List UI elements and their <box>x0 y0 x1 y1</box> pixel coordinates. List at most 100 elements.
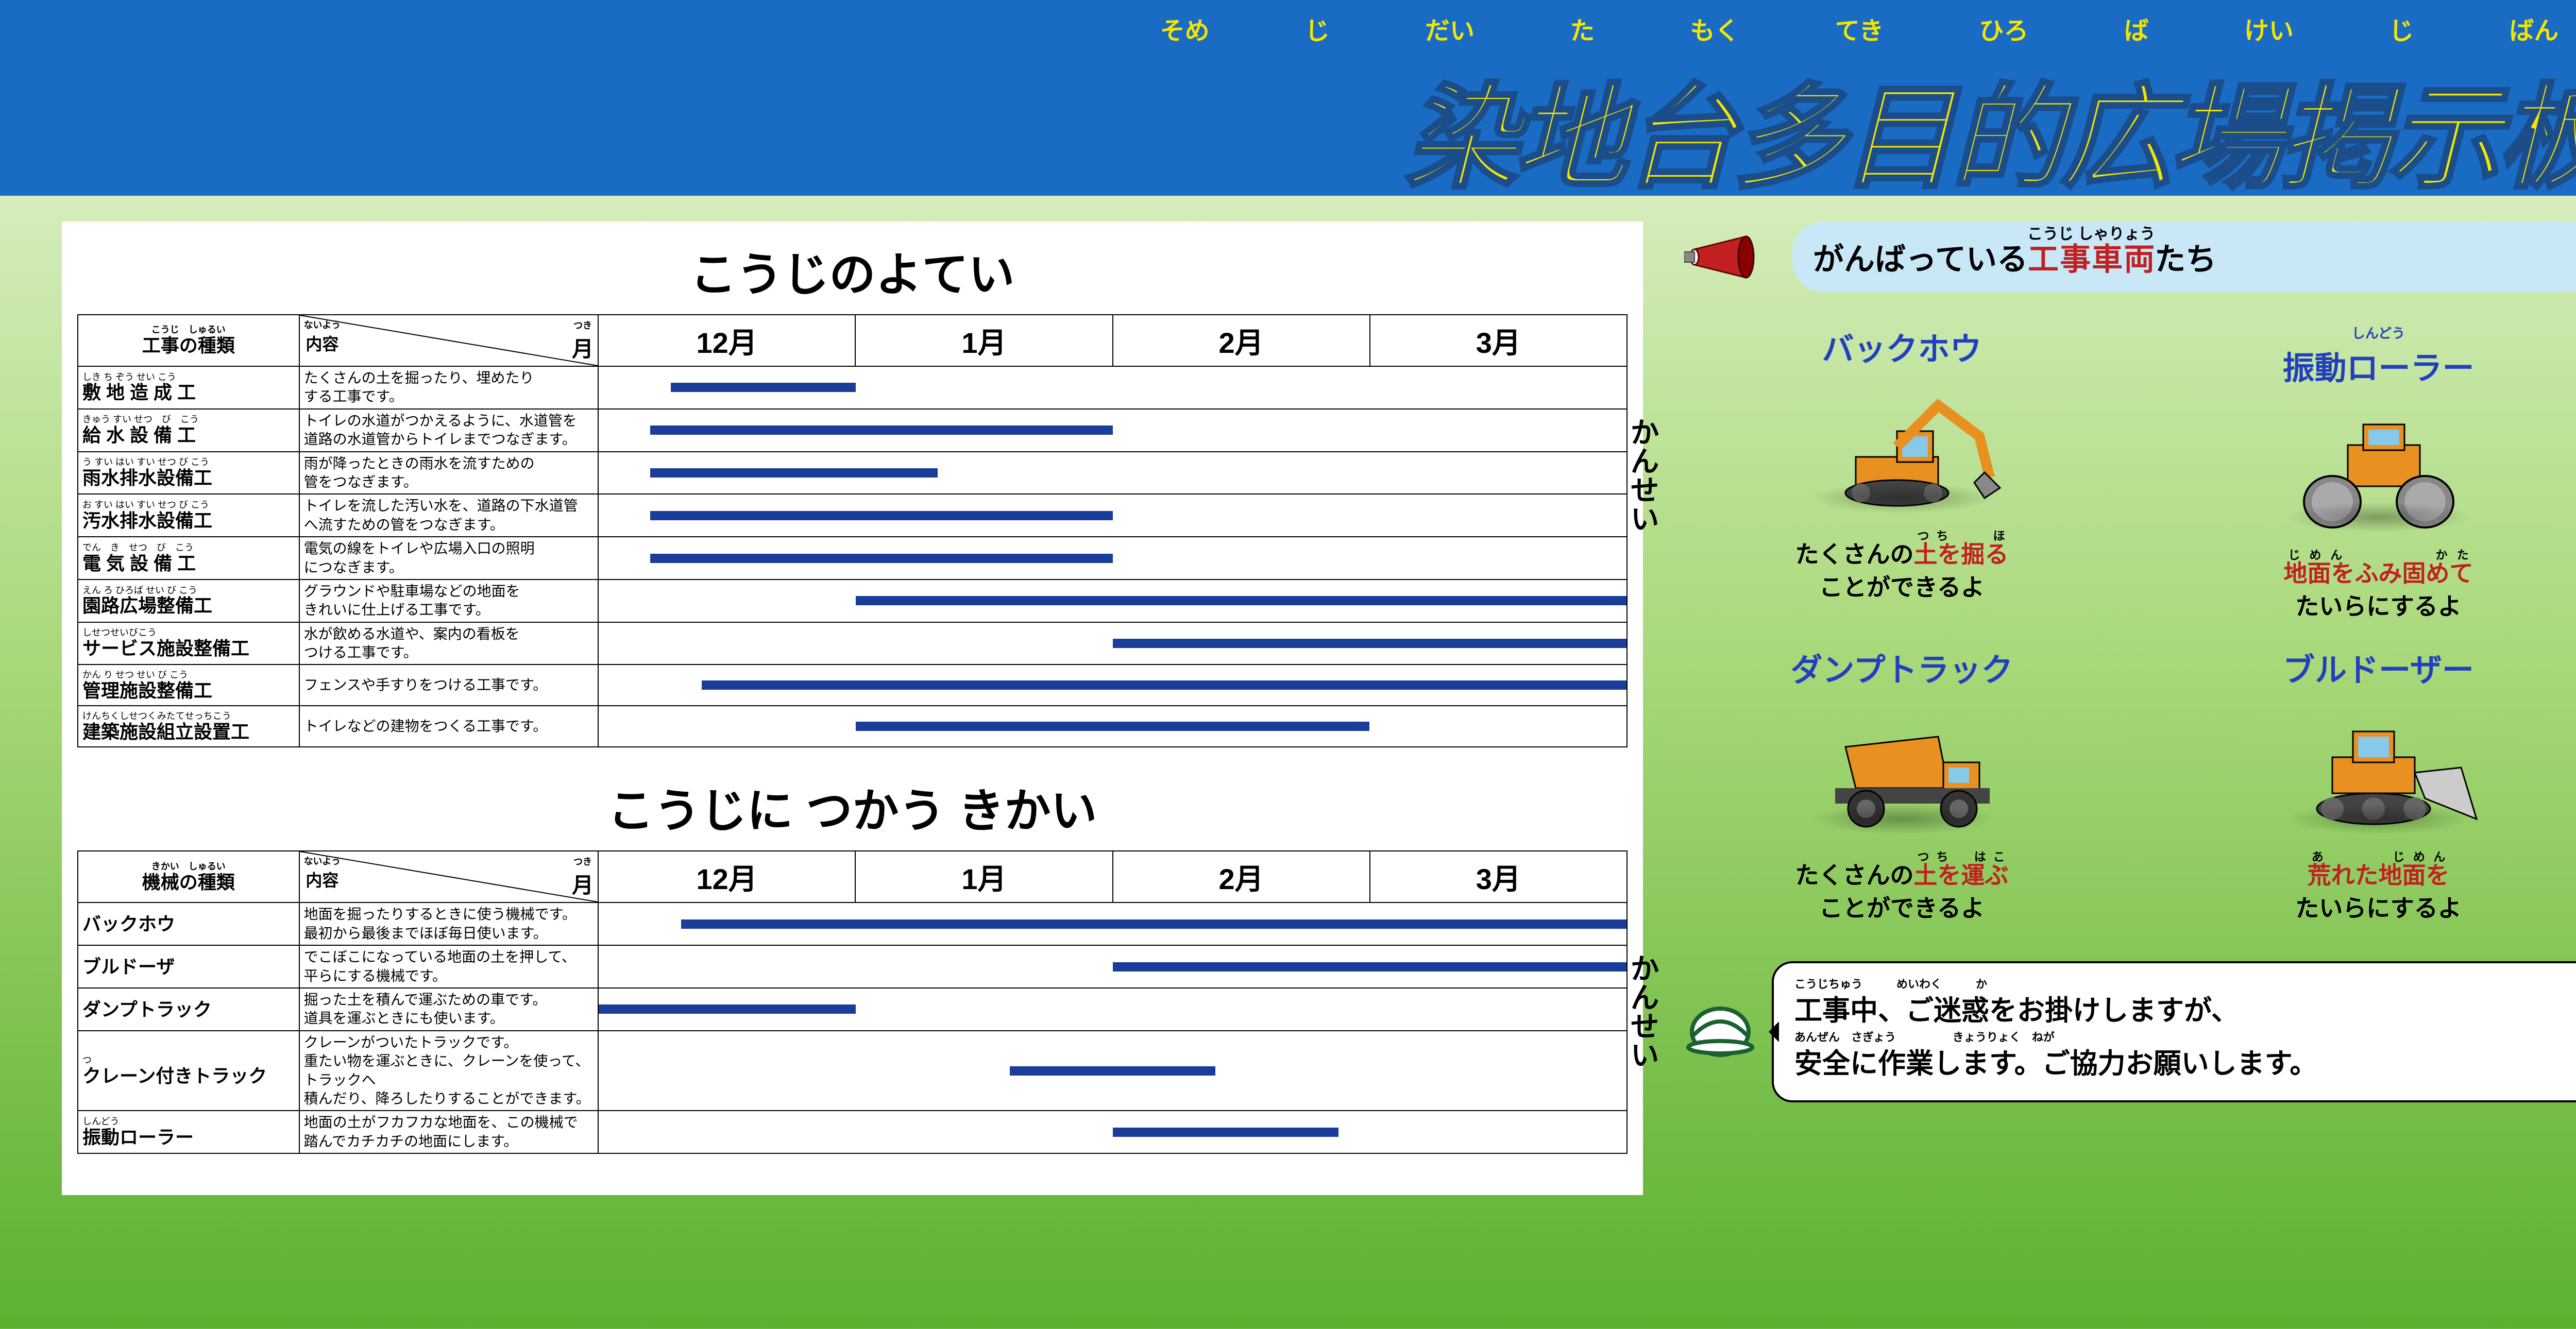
vehicle-card: しんどう 振動ローラー 地面をふみ固めてじめん かたたいらにするよ <box>2161 323 2576 623</box>
vehicle-name: バックホウ <box>1684 323 2120 369</box>
row-desc: 水が飲める水道や、案内の看板をつける工事です。 <box>299 622 599 665</box>
row-bar-area <box>598 706 1627 747</box>
row-bar-area <box>598 494 1627 537</box>
furigana-char: じ <box>1305 10 1330 46</box>
vehicle-desc: 荒れた地面をあ じめんたいらにするよ <box>2161 850 2576 925</box>
gantt-table-1: こうじ しゅるい工事の種類ないよう内容つき月12月1月2月3月しき ち ぞう せ… <box>77 314 1628 747</box>
banner-post: たち <box>2155 242 2216 277</box>
row-bar-area <box>598 1111 1627 1153</box>
vehicle-illustration <box>1794 695 2010 840</box>
message-bubble: こうじちゅう めいわく か 工事中、ご迷惑をお掛けしますが、 あんぜん さぎょう… <box>1772 961 2576 1102</box>
furigana-char: そめ <box>1160 10 1210 46</box>
vehicle-name: ダンプトラック <box>1684 644 2120 690</box>
row-desc: トイレの水道がつかえるように、水道管を道路の水道管からトイレまでつなぎます。 <box>299 409 599 452</box>
gantt-bar <box>650 511 1113 520</box>
row-desc: でこぼこになっている地面の土を押して、平らにする機械です。 <box>299 945 599 988</box>
gantt-bar <box>856 722 1369 731</box>
vehicle-furi: しんどう <box>2161 323 2576 342</box>
row-type: バックホウ <box>78 902 299 945</box>
gantt-bar <box>1113 962 1626 972</box>
vehicle-illustration <box>2270 695 2487 840</box>
msg-furi1: こうじちゅう めいわく か <box>1794 979 2573 990</box>
gantt-row: ダンプトラック掘った土を積んで運ぶための車です。道具を運ぶときにも使います。 <box>78 988 1627 1031</box>
row-type: けんちくしせつくみたてせっちこう建築施設組立設置工 <box>78 706 299 747</box>
gantt-row: きゅう すい せつ び こう給 水 設 備 工トイレの水道がつかえるように、水道… <box>78 409 1627 452</box>
row-bar-area <box>598 1031 1627 1111</box>
row-bar-area <box>598 988 1627 1031</box>
left-panel: こうじのよてい こうじ しゅるい工事の種類ないよう内容つき月12月1月2月3月し… <box>62 222 1643 1195</box>
msg-line1: 工事中、ご迷惑をお掛けしますが、 <box>1794 995 2239 1026</box>
row-type: しせつせいびこうサービス施設整備工 <box>78 622 299 665</box>
row-bar-area <box>598 452 1627 495</box>
gantt-row: つクレーン付きトラッククレーンがついたトラックです。重たい物を運ぶときに、クレー… <box>78 1031 1627 1111</box>
gantt-bar <box>599 1004 856 1014</box>
banner-accent: 工事車両 <box>2027 242 2155 277</box>
vehicle-desc: たくさんの土を運ぶつち はこことができるよ <box>1684 850 2120 925</box>
row-type: しんどう振動ローラー <box>78 1111 299 1153</box>
gantt-row: しき ち ぞう せい こう敷 地 造 成 工たくさんの土を掘ったり、埋めたりする… <box>78 366 1627 409</box>
row-bar-area <box>598 664 1627 706</box>
furigana-char: た <box>1570 10 1595 46</box>
vehicle-illustration <box>1794 374 2010 519</box>
header-title: 染地台多目的広場掲示板 <box>1405 46 2576 210</box>
furigana-char: ば <box>2124 10 2149 46</box>
vehicle-name: ブルドーザー <box>2161 644 2576 690</box>
row-type: えん ろ ひろば せい び こう園路広場整備工 <box>78 580 299 622</box>
furigana-char: てき <box>1835 10 1884 46</box>
gantt-row: しんどう振動ローラー地面の土がフカフカな地面を、この機械で踏んでカチカチの地面に… <box>78 1111 1627 1153</box>
gantt-bar <box>650 554 1113 563</box>
gantt-row: えん ろ ひろば せい び こう園路広場整備工グラウンドや駐車場などの地面をきれ… <box>78 580 1627 622</box>
gantt-bar <box>650 425 1113 435</box>
row-desc: フェンスや手すりをつける工事です。 <box>299 664 599 706</box>
row-type: う すい はい すい せつ び こう雨水排水設備工 <box>78 452 299 495</box>
furigana-char: ばん <box>2509 10 2558 46</box>
gantt-bar <box>681 919 1626 929</box>
row-desc: トイレを流した汚い水を、道路の下水道管へ流すための管をつなぎます。 <box>299 494 599 537</box>
gantt-row: けんちくしせつくみたてせっちこう建築施設組立設置工トイレなどの建物をつくる工事で… <box>78 706 1627 747</box>
gantt-row: う すい はい すい せつ び こう雨水排水設備工雨が降ったときの雨水を流すため… <box>78 452 1627 495</box>
furigana-char: けい <box>2244 10 2294 46</box>
gantt-table-2: きかい しゅるい機械の種類ないよう内容つき月12月1月2月3月バックホウ地面を掘… <box>77 850 1628 1154</box>
gantt-row: でん き せつ び こう電 気 設 備 工電気の線をトイレや広場入口の照明につな… <box>78 537 1627 580</box>
gantt-bar <box>671 383 856 392</box>
row-desc: クレーンがついたトラックです。重たい物を運ぶときに、クレーンを使って、トラックへ… <box>299 1031 599 1111</box>
header-band: そめじだいたもくてきひろばけいじばん 染地台多目的広場掲示板 <box>0 0 2576 196</box>
row-bar-area <box>598 366 1627 409</box>
row-desc: 地面の土がフカフカな地面を、この機械で踏んでカチカチの地面にします。 <box>299 1111 599 1153</box>
row-bar-area <box>598 902 1627 945</box>
row-desc: トイレなどの建物をつくる工事です。 <box>299 706 599 747</box>
gantt-row: お すい はい すい せつ び こう汚水排水設備工トイレを流した汚い水を、道路の… <box>78 494 1627 537</box>
vehicle-name: 振動ローラー <box>2161 342 2576 388</box>
row-bar-area <box>598 537 1627 580</box>
row-desc: 電気の線をトイレや広場入口の照明につなぎます。 <box>299 537 599 580</box>
row-desc: 地面を掘ったりするときに使う機械です。最初から最後までほぼ毎日使います。 <box>299 902 599 945</box>
gantt-bar <box>856 596 1626 605</box>
gantt-row: かん り せつ せい び こう管理施設整備工フェンスや手すりをつける工事です。 <box>78 664 1627 706</box>
row-type: ブルドーザ <box>78 945 299 988</box>
gantt-bar <box>1113 1128 1339 1137</box>
row-desc: 掘った土を積んで運ぶための車です。道具を運ぶときにも使います。 <box>299 988 599 1031</box>
right-panel: がんばっている工事車両こうじ しゃりょうたち バックホウ たくさんの土を掘るつち… <box>1684 222 2576 1195</box>
row-desc: 雨が降ったときの雨水を流すための管をつなぎます。 <box>299 452 599 495</box>
row-type: お すい はい すい せつ び こう汚水排水設備工 <box>78 494 299 537</box>
vehicle-desc: 地面をふみ固めてじめん かたたいらにするよ <box>2161 548 2576 623</box>
banner-accent-furi: こうじ しゃりょう <box>2027 226 2155 243</box>
megaphone-icon <box>1684 226 1787 288</box>
kansei-label-1: かんせい <box>1622 417 1664 533</box>
row-type: ダンプトラック <box>78 988 299 1031</box>
main-content: こうじのよてい こうじ しゅるい工事の種類ないよう内容つき月12月1月2月3月し… <box>0 196 2576 1221</box>
gantt-row: ブルドーザでこぼこになっている地面の土を押して、平らにする機械です。 <box>78 945 1627 988</box>
furigana-char: じ <box>2389 10 2414 46</box>
header-furigana: そめじだいたもくてきひろばけいじばん <box>1112 10 2576 46</box>
row-type: しき ち ぞう せい こう敷 地 造 成 工 <box>78 366 299 409</box>
vehicle-card: ダンプトラック たくさんの土を運ぶつち はこことができるよ <box>1684 644 2120 925</box>
helmet-icon <box>1684 1001 1756 1063</box>
row-type: でん き せつ び こう電 気 設 備 工 <box>78 537 299 580</box>
schedule2-title: こうじに つかう きかい <box>77 773 1628 840</box>
gantt-bar <box>1113 639 1626 648</box>
gantt-bar <box>1010 1066 1215 1076</box>
vehicles-grid: バックホウ たくさんの土を掘るつち ほことができるよ しんどう 振動ローラー 地… <box>1684 323 2576 925</box>
furigana-char: だい <box>1425 10 1475 46</box>
gantt-row: しせつせいびこうサービス施設整備工水が飲める水道や、案内の看板をつける工事です。 <box>78 622 1627 665</box>
gantt-row: バックホウ地面を掘ったりするときに使う機械です。最初から最後までほぼ毎日使います… <box>78 902 1627 945</box>
